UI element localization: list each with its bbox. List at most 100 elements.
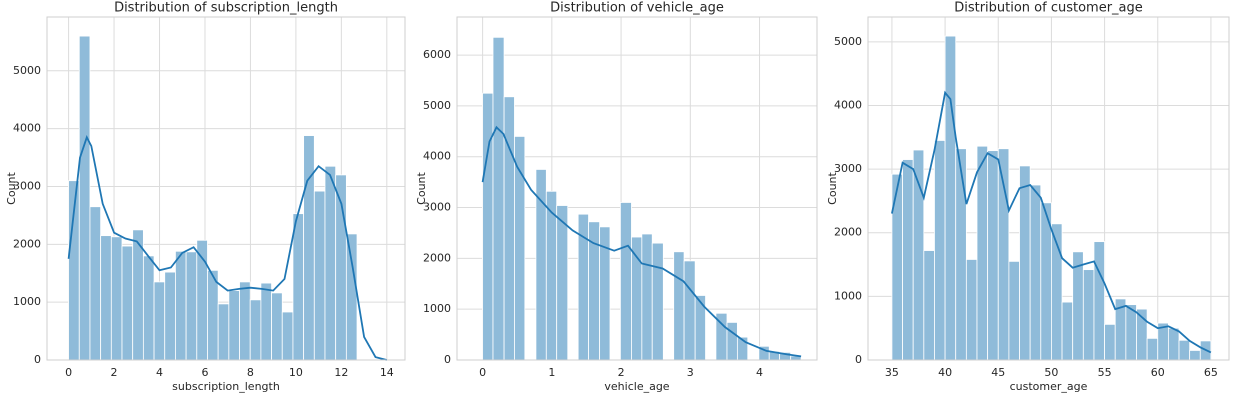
bar xyxy=(100,235,112,361)
x-tick-label: 60 xyxy=(1151,366,1165,379)
y-tick-label: 3000 xyxy=(423,201,451,214)
x-tick-label: 35 xyxy=(885,366,899,379)
bar xyxy=(110,236,123,361)
bar xyxy=(313,190,326,361)
bar xyxy=(651,242,664,361)
bar xyxy=(976,145,989,361)
x-tick-label: 50 xyxy=(1044,366,1058,379)
x-tick-label: 2 xyxy=(111,366,118,379)
x-tick-label: 4 xyxy=(756,366,763,379)
plot-frame xyxy=(456,16,818,361)
bar xyxy=(345,233,358,361)
y-tick-label: 3000 xyxy=(834,162,862,175)
y-tick-label: 4000 xyxy=(834,98,862,111)
bar xyxy=(1125,304,1137,361)
y-tick-label: 1000 xyxy=(13,295,41,308)
bar xyxy=(1082,269,1095,361)
x-tick-label: 0 xyxy=(65,366,72,379)
bar xyxy=(556,205,569,361)
y-tick-label: 0 xyxy=(855,353,862,366)
bar xyxy=(1178,339,1191,361)
bar xyxy=(249,299,262,361)
bar xyxy=(78,35,91,361)
bar xyxy=(503,96,515,361)
bar xyxy=(987,150,999,361)
y-tick-label: 2000 xyxy=(423,251,451,264)
bar xyxy=(492,36,505,361)
bar xyxy=(902,159,914,361)
bar xyxy=(271,292,283,361)
bar xyxy=(1061,301,1074,361)
bar xyxy=(1146,337,1159,361)
x-tick-label: 1 xyxy=(548,366,555,379)
bar xyxy=(1189,350,1201,361)
bar xyxy=(726,321,738,361)
panel: 0 1000 2000 3000 4000 5000 6000 0 1 2 3 4 Distributi… xyxy=(415,1,818,393)
x-tick-label: 55 xyxy=(1098,366,1112,379)
y-tick-label: 2000 xyxy=(13,237,41,250)
bar xyxy=(292,213,305,361)
bar xyxy=(164,271,176,361)
kde-line xyxy=(67,134,388,361)
bar xyxy=(217,303,230,361)
bar xyxy=(175,250,187,361)
y-tick-label: 6000 xyxy=(423,48,451,61)
y-tick-label: 5000 xyxy=(423,99,451,112)
bar xyxy=(619,202,632,361)
bar xyxy=(683,260,696,361)
bar xyxy=(1029,184,1042,361)
bar xyxy=(1093,241,1105,361)
y-tick-label: 0 xyxy=(34,353,41,366)
plot-frame xyxy=(46,16,406,361)
bar xyxy=(997,148,1010,361)
panel: 0 1000 2000 3000 4000 5000 0 2 4 6 8 10 12 14 Distribu… xyxy=(5,1,406,393)
y-tick-label: 5000 xyxy=(834,35,862,48)
bar xyxy=(260,282,272,361)
y-tick-label: 5000 xyxy=(13,64,41,77)
y-tick-label: 3000 xyxy=(13,179,41,192)
bar xyxy=(281,311,294,361)
x-tick-label: 65 xyxy=(1204,366,1218,379)
bar xyxy=(934,140,946,361)
y-axis-label: Count xyxy=(826,171,839,204)
bar xyxy=(121,245,134,361)
bar xyxy=(207,269,219,361)
y-tick-label: 4000 xyxy=(13,122,41,135)
plot-frame xyxy=(867,16,1230,361)
x-tick-label: 40 xyxy=(938,366,952,379)
x-tick-label: 6 xyxy=(201,366,208,379)
bar xyxy=(185,251,198,361)
y-tick-label: 4000 xyxy=(423,150,451,163)
bar xyxy=(153,281,166,361)
bar xyxy=(955,148,967,361)
bar xyxy=(303,135,315,361)
bar xyxy=(1104,323,1116,361)
y-axis-label: Count xyxy=(415,171,428,204)
x-tick-label: 4 xyxy=(156,366,163,379)
chart-title: Distribution of subscription_length xyxy=(114,1,338,16)
chart-title: Distribution of customer_age xyxy=(954,1,1143,16)
x-tick-label: 10 xyxy=(289,366,303,379)
y-tick-label: 0 xyxy=(444,353,451,366)
x-tick-label: 12 xyxy=(334,366,348,379)
bar xyxy=(89,206,102,361)
bar xyxy=(673,251,685,361)
y-axis-label: Count xyxy=(5,171,18,204)
bar xyxy=(1008,260,1020,361)
x-tick-label: 14 xyxy=(380,366,394,379)
y-tick-label: 1000 xyxy=(834,289,862,302)
x-tick-label: 3 xyxy=(687,366,694,379)
kde-line xyxy=(891,90,1212,354)
bar xyxy=(132,229,144,361)
bar xyxy=(142,255,155,361)
panel: 0 1000 2000 3000 4000 5000 35 40 45 50 55 60 65 Distr… xyxy=(826,1,1230,393)
kde-line xyxy=(481,125,802,358)
y-tick-label: 2000 xyxy=(834,226,862,239)
bar xyxy=(482,92,494,361)
x-tick-label: 0 xyxy=(479,366,486,379)
bar xyxy=(923,250,935,361)
bar xyxy=(1167,327,1180,361)
x-tick-label: 45 xyxy=(991,366,1005,379)
bar xyxy=(641,233,653,361)
x-axis-label: subscription_length xyxy=(172,380,280,393)
